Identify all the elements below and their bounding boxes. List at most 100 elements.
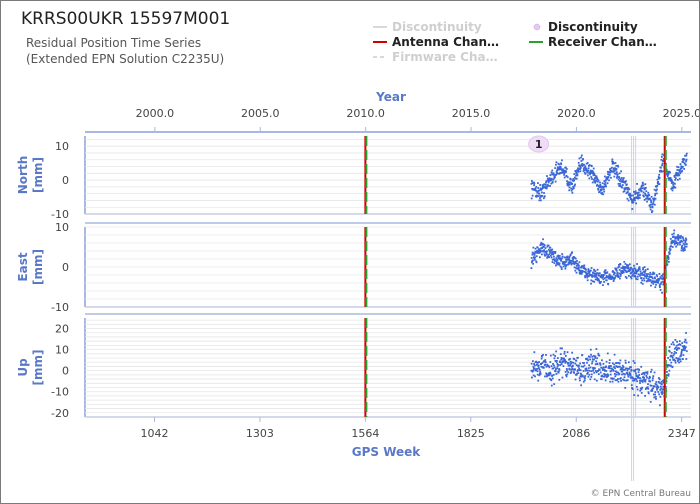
- data-point: [544, 361, 547, 363]
- data-point: [680, 249, 683, 252]
- data-point: [588, 373, 591, 376]
- data-point: [608, 273, 611, 276]
- data-point: [604, 185, 607, 188]
- data-point: [574, 362, 577, 365]
- data-point: [671, 189, 674, 192]
- data-point: [618, 263, 620, 266]
- data-point: [640, 380, 642, 382]
- data-point: [540, 247, 543, 250]
- data-point: [683, 345, 686, 347]
- data-point: [680, 235, 682, 237]
- data-point: [638, 197, 641, 199]
- data-point: [546, 185, 549, 188]
- data-point: [532, 365, 535, 368]
- data-point: [562, 265, 565, 268]
- data-point: [594, 355, 597, 358]
- data-point: [605, 370, 608, 372]
- data-point: [574, 368, 576, 371]
- data-point: [615, 371, 618, 374]
- data-point: [601, 359, 603, 362]
- data-point: [556, 263, 559, 266]
- data-point: [653, 197, 655, 200]
- data-point: [578, 364, 580, 367]
- data-point: [556, 172, 559, 175]
- data-point: [608, 174, 611, 176]
- data-point: [580, 265, 583, 268]
- data-point: [586, 276, 589, 279]
- data-point: [533, 364, 536, 367]
- data-point: [554, 167, 557, 169]
- data-point: [588, 369, 591, 372]
- data-point: [571, 188, 574, 190]
- data-point: [652, 375, 655, 378]
- data-point: [653, 198, 656, 201]
- data-point: [592, 167, 595, 170]
- data-point: [683, 346, 686, 349]
- data-point: [538, 361, 541, 363]
- data-point: [646, 372, 649, 375]
- data-point: [564, 261, 567, 264]
- data-point: [580, 160, 583, 162]
- data-point: [582, 370, 585, 372]
- data-point: [684, 163, 687, 166]
- data-point: [583, 362, 585, 364]
- data-point: [548, 366, 551, 369]
- data-point: [591, 275, 594, 278]
- data-point: [658, 183, 661, 185]
- data-point: [608, 365, 611, 367]
- data-point: [559, 168, 561, 171]
- data-point: [584, 375, 587, 377]
- data-point: [568, 262, 571, 265]
- data-point: [548, 177, 551, 180]
- data-point: [674, 242, 676, 244]
- data-point: [668, 253, 671, 256]
- data-point: [683, 247, 686, 249]
- data-point: [607, 173, 609, 176]
- data-point: [639, 389, 642, 392]
- data-point: [546, 373, 549, 376]
- data-point: [589, 274, 592, 276]
- data-point: [549, 354, 552, 357]
- data-point: [637, 273, 640, 276]
- data-point: [545, 354, 547, 356]
- data-point: [669, 237, 672, 240]
- data-point: [612, 171, 615, 173]
- data-point: [609, 370, 612, 373]
- data-point: [559, 171, 562, 174]
- data-point: [541, 184, 544, 186]
- data-point: [612, 368, 615, 371]
- data-point: [622, 190, 625, 193]
- data-point: [624, 368, 626, 371]
- data-point: [645, 273, 648, 275]
- data-point: [581, 163, 584, 166]
- data-point: [685, 350, 688, 353]
- data-point: [654, 194, 656, 197]
- data-point: [551, 173, 553, 176]
- data-point: [605, 275, 608, 277]
- data-point: [544, 183, 547, 186]
- data-point: [545, 372, 548, 375]
- data-point: [600, 189, 603, 192]
- data-point: [600, 185, 602, 188]
- data-point: [604, 179, 607, 182]
- data-point: [685, 245, 688, 248]
- data-point: [676, 357, 679, 360]
- data-point: [644, 194, 647, 197]
- data-point: [537, 379, 540, 382]
- data-point: [639, 274, 642, 277]
- data-point: [570, 362, 572, 365]
- data-point: [633, 394, 636, 396]
- data-point: [593, 358, 595, 361]
- y-tick-label-up: 20: [55, 323, 69, 336]
- data-point: [577, 161, 580, 164]
- data-point: [530, 197, 533, 200]
- data-point: [618, 184, 621, 187]
- data-point: [618, 180, 621, 182]
- data-point: [536, 250, 538, 252]
- data-point: [680, 354, 682, 357]
- data-point: [629, 374, 632, 377]
- data-point: [643, 279, 646, 282]
- data-point: [621, 370, 624, 373]
- data-point: [567, 362, 570, 365]
